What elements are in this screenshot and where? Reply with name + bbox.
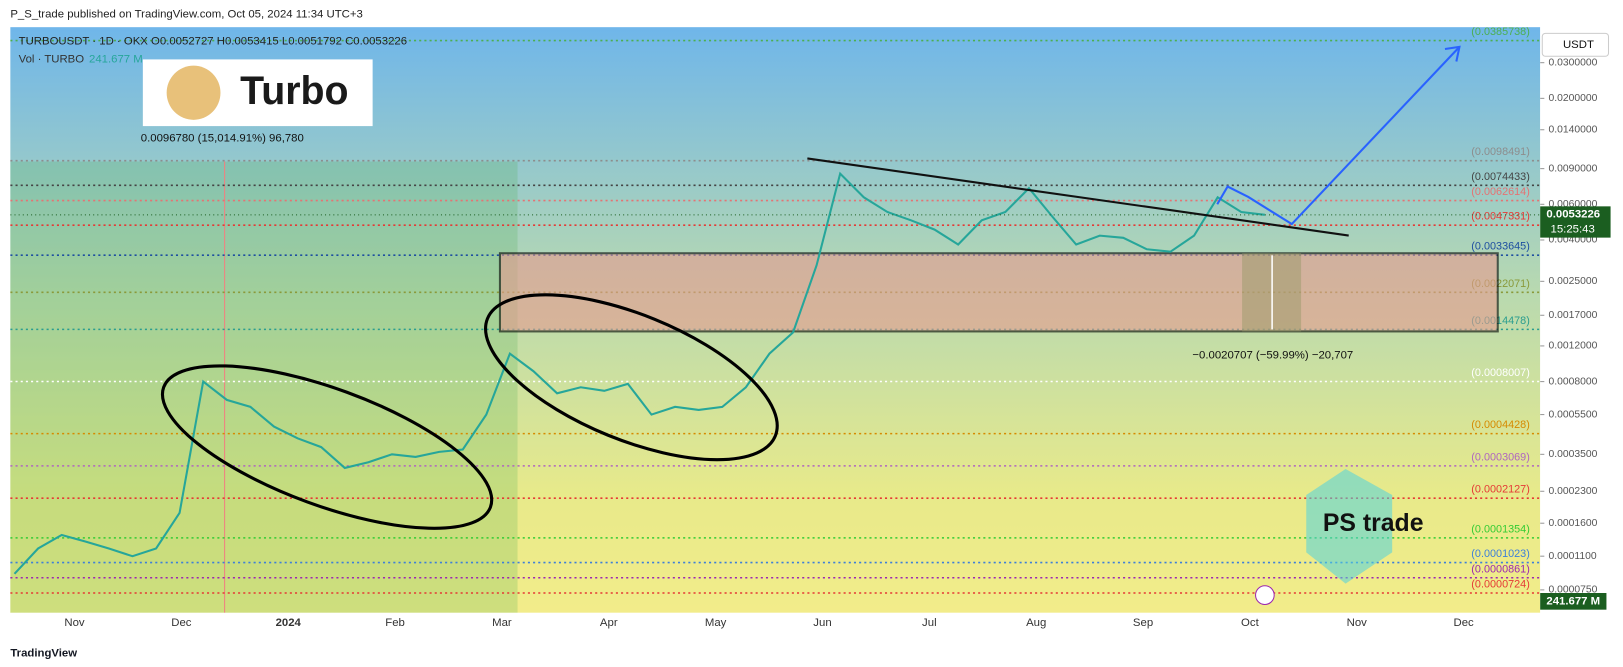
y-tick-label: 0.0012000 bbox=[1548, 341, 1597, 352]
price-plot bbox=[10, 171, 1541, 575]
level-label: (0.0002127) bbox=[1471, 484, 1530, 496]
level-label: (0.0001023) bbox=[1471, 548, 1530, 560]
level-label: (0.0003069) bbox=[1471, 451, 1530, 463]
level-label: (0.0098491) bbox=[1471, 146, 1530, 158]
header: P_S_trade published on TradingView.com, … bbox=[10, 9, 363, 21]
level-label: (0.0000861) bbox=[1471, 563, 1530, 575]
volume-name: Vol · TURBO bbox=[19, 53, 85, 65]
level-label: (0.0004428) bbox=[1471, 419, 1530, 431]
y-tick-label: 0.0140000 bbox=[1548, 124, 1597, 135]
symbol-line: TURBOUSDT · 1D · OKX O0.0052727 H0.00534… bbox=[19, 36, 407, 48]
level-label: (0.0033645) bbox=[1471, 241, 1530, 253]
y-tick-label: 0.0025000 bbox=[1548, 276, 1597, 287]
x-tick-label: Nov bbox=[1347, 617, 1368, 629]
axis: 0.0300000 0.0200000 0.0140000 0.0090000 0.00… bbox=[1540, 57, 1598, 596]
x-tick-label: Apr bbox=[600, 617, 618, 629]
level-label: (0.0047331) bbox=[1471, 211, 1530, 223]
x-tick-label: Sep bbox=[1133, 617, 1153, 629]
currency[interactable]: USDT bbox=[1563, 39, 1594, 51]
ellipse bbox=[160, 364, 494, 530]
levels: (0.0385738) (0.0098491) (0.0074433) (0.0062… bbox=[10, 26, 1541, 594]
support-box bbox=[498, 252, 1499, 333]
price-line bbox=[13, 171, 1265, 575]
x-tick-label: Jun bbox=[813, 617, 831, 629]
x-tick-label: Aug bbox=[1026, 617, 1046, 629]
y-tick-label: 0.0008000 bbox=[1548, 376, 1597, 387]
currency-button[interactable] bbox=[1541, 32, 1610, 57]
y-tick-label: 0.0017000 bbox=[1548, 310, 1597, 321]
y-tick-label: 0.0060000 bbox=[1548, 199, 1597, 210]
y-tick-label: 0.0300000 bbox=[1548, 57, 1597, 68]
level-label: (0.0000724) bbox=[1471, 579, 1530, 591]
volume-tag-bg bbox=[1540, 593, 1607, 610]
watermark-hex bbox=[1306, 468, 1393, 584]
header-bar bbox=[0, 0, 1623, 28]
x-tick-label: Jul bbox=[922, 617, 937, 629]
y-tick-label: 0.0001100 bbox=[1548, 551, 1596, 562]
y-tick-label: 0.0000750 bbox=[1548, 585, 1597, 596]
event-icon bbox=[1255, 585, 1275, 605]
x-tick-label: Mar bbox=[492, 617, 512, 629]
time-axis bbox=[10, 612, 1623, 636]
measure-bottom: −0.0020707 (−59.99%) −20,707 bbox=[1192, 349, 1353, 361]
x-tick-label: Nov bbox=[64, 617, 85, 629]
countdown: 15:25:43 bbox=[1551, 223, 1595, 235]
y-tick-label: 0.0200000 bbox=[1548, 93, 1597, 104]
price-axis bbox=[1540, 27, 1623, 613]
volume-tag: 241.677 M bbox=[1546, 595, 1600, 607]
x-tick-label: Dec bbox=[171, 617, 192, 629]
x-tick-label: Oct bbox=[1241, 617, 1260, 629]
trendline bbox=[807, 157, 1349, 237]
level-label: (0.0008007) bbox=[1471, 367, 1530, 379]
x-tick-label: 2024 bbox=[276, 617, 302, 629]
y-tick-label: 0.0002300 bbox=[1548, 486, 1597, 497]
level-label: (0.0385738) bbox=[1471, 26, 1530, 38]
watermark: PS trade bbox=[1323, 509, 1424, 537]
level-label: (0.0074433) bbox=[1471, 171, 1530, 183]
y-tick-label: 0.0001600 bbox=[1548, 518, 1597, 529]
x-tick-label: May bbox=[705, 617, 727, 629]
y-tick-label: 0.0090000 bbox=[1548, 163, 1597, 174]
logo-icon bbox=[166, 65, 221, 120]
last-price: 0.0053226 bbox=[1546, 209, 1600, 221]
price-tag bbox=[1540, 206, 1611, 238]
volume-value: 241.677 M bbox=[89, 53, 143, 65]
footer: TradingView bbox=[10, 647, 77, 659]
y-tick-label: 0.0003500 bbox=[1548, 449, 1597, 460]
measure-region bbox=[10, 161, 518, 613]
x-tick-label: Dec bbox=[1453, 617, 1474, 629]
level-label: (0.0001354) bbox=[1471, 523, 1530, 535]
projection-arrow bbox=[1216, 46, 1461, 226]
ellipse bbox=[484, 293, 779, 462]
measure-top: 0.0096780 (15,014.91%) 96,780 bbox=[141, 133, 304, 145]
x-tick-label: Feb bbox=[385, 617, 405, 629]
arrow-head bbox=[1444, 45, 1461, 62]
level-label: (0.0062614) bbox=[1471, 186, 1530, 198]
logo-text: Turbo bbox=[240, 69, 348, 113]
y-tick-label: 0.0005500 bbox=[1548, 409, 1597, 420]
y-tick-label: 0.0040000 bbox=[1548, 235, 1597, 246]
